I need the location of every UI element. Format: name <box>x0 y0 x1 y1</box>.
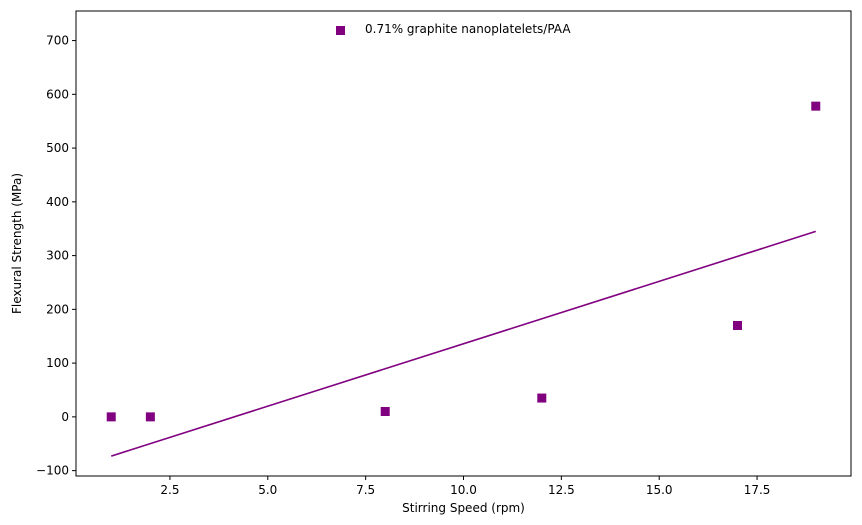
legend-label: 0.71% graphite nanoplatelets/PAA <box>365 22 571 36</box>
x-tick-label: 7.5 <box>356 483 375 497</box>
x-tick-label: 2.5 <box>160 483 179 497</box>
y-axis-ticks: −100 0 100 200 300 400 500 600 700 <box>36 34 76 478</box>
series-layer <box>106 101 821 457</box>
y-axis-label: Flexural Strength (MPa) <box>10 173 24 314</box>
x-tick-label: 15.0 <box>646 483 673 497</box>
y-tick-label: −100 <box>36 464 69 478</box>
y-tick-label: 300 <box>46 249 69 263</box>
data-point <box>106 412 116 422</box>
y-tick-label: 700 <box>46 34 69 48</box>
data-point <box>537 393 547 403</box>
x-tick-label: 5.0 <box>258 483 277 497</box>
plot-frame <box>75 10 852 477</box>
y-tick-label: 400 <box>46 195 69 209</box>
x-tick-label: 12.5 <box>548 483 575 497</box>
y-tick-label: 500 <box>46 141 69 155</box>
legend-marker <box>336 26 345 35</box>
data-point <box>811 101 821 111</box>
y-tick-label: 100 <box>46 356 69 370</box>
data-point <box>380 406 390 416</box>
y-tick-label: 600 <box>46 87 69 101</box>
legend: 0.71% graphite nanoplatelets/PAA <box>336 22 571 36</box>
x-axis-ticks: 2.5 5.0 7.5 10.0 12.5 15.0 17.5 <box>160 476 770 497</box>
data-point <box>145 412 155 422</box>
y-tick-label: 0 <box>61 410 69 424</box>
y-tick-label: 200 <box>46 302 69 316</box>
x-tick-label: 17.5 <box>744 483 771 497</box>
x-axis-label: Stirring Speed (rpm) <box>402 501 525 515</box>
fit-line <box>110 230 817 457</box>
data-point <box>732 320 742 330</box>
x-tick-label: 10.0 <box>450 483 477 497</box>
